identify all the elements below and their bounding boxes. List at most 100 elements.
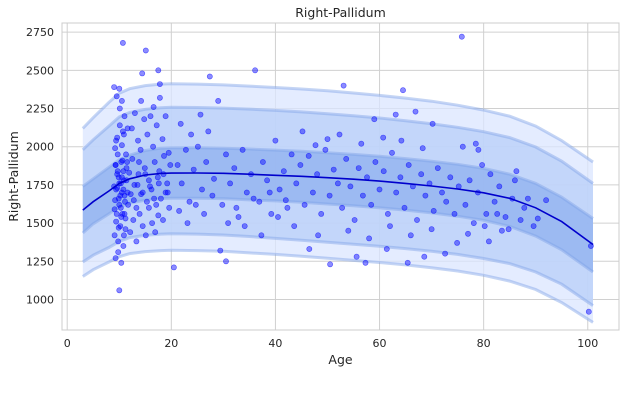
data-point xyxy=(131,110,138,116)
data-point xyxy=(131,181,138,188)
data-point xyxy=(194,143,201,150)
data-point xyxy=(412,108,419,115)
data-point xyxy=(145,204,152,211)
data-point xyxy=(314,171,320,178)
data-point xyxy=(161,152,167,159)
data-point xyxy=(465,230,471,237)
data-point xyxy=(192,201,199,208)
data-point xyxy=(122,226,129,233)
data-point xyxy=(513,168,520,175)
data-point xyxy=(154,174,161,181)
data-point xyxy=(122,215,129,222)
x-tick-label: 0 xyxy=(64,337,71,350)
data-point xyxy=(178,180,185,187)
x-tick-label: 40 xyxy=(268,337,282,350)
data-point xyxy=(120,243,127,249)
data-point xyxy=(359,192,366,199)
data-point xyxy=(151,159,158,165)
data-point xyxy=(491,198,498,205)
data-point xyxy=(113,186,119,193)
data-point xyxy=(498,227,505,234)
data-point xyxy=(355,165,362,171)
data-point xyxy=(487,171,494,178)
data-point xyxy=(141,165,148,171)
data-point xyxy=(318,210,325,217)
data-point xyxy=(233,204,240,211)
data-point xyxy=(268,210,275,217)
data-point xyxy=(418,171,425,178)
data-point xyxy=(301,201,308,208)
data-point xyxy=(138,191,144,197)
data-point xyxy=(148,186,155,193)
data-point xyxy=(322,146,329,153)
data-point xyxy=(397,174,404,181)
data-point xyxy=(443,198,450,205)
x-tick-label: 100 xyxy=(577,337,598,350)
data-point xyxy=(144,131,151,138)
data-point xyxy=(121,131,127,138)
data-point xyxy=(334,180,341,187)
centile-bands xyxy=(81,82,594,324)
data-point xyxy=(111,206,118,213)
data-point xyxy=(534,215,541,222)
data-point xyxy=(371,116,378,123)
data-point xyxy=(113,218,119,225)
data-point xyxy=(462,201,469,208)
data-point xyxy=(434,165,441,171)
data-point xyxy=(151,195,157,202)
data-point xyxy=(459,143,466,150)
data-point xyxy=(133,204,140,211)
data-point xyxy=(124,159,130,165)
data-point xyxy=(496,183,503,190)
data-point xyxy=(113,93,120,100)
data-point xyxy=(130,197,137,204)
data-point xyxy=(166,204,173,211)
data-point xyxy=(116,122,123,129)
data-point xyxy=(211,175,217,182)
data-point xyxy=(118,259,125,266)
data-point xyxy=(525,195,531,202)
data-point xyxy=(451,210,458,217)
band-inner xyxy=(82,147,594,272)
data-point xyxy=(252,67,258,74)
data-point xyxy=(141,116,148,123)
data-point xyxy=(258,232,265,239)
data-point xyxy=(259,159,266,165)
data-point xyxy=(116,105,123,112)
data-point xyxy=(225,220,231,226)
data-point xyxy=(134,181,141,188)
data-point xyxy=(227,180,233,187)
data-point xyxy=(299,128,306,135)
data-point xyxy=(147,183,153,190)
data-point xyxy=(380,168,387,175)
data-point xyxy=(429,120,436,127)
data-point xyxy=(428,226,435,233)
data-point xyxy=(223,258,229,265)
data-point xyxy=(276,186,283,193)
data-point xyxy=(256,198,263,205)
data-point xyxy=(162,113,169,120)
data-point xyxy=(521,204,528,211)
y-tick-label: 1000 xyxy=(26,293,54,306)
data-point xyxy=(111,84,117,90)
data-point xyxy=(127,191,134,197)
x-tick-label: 80 xyxy=(477,337,491,350)
data-point xyxy=(145,177,152,184)
data-point xyxy=(362,259,369,266)
x-axis-label: Age xyxy=(328,352,352,367)
data-point xyxy=(162,189,169,196)
data-point xyxy=(156,81,163,87)
data-point xyxy=(130,217,137,223)
data-point xyxy=(117,204,124,211)
data-point xyxy=(324,136,331,142)
data-point xyxy=(160,171,167,178)
data-point xyxy=(470,220,477,226)
data-point xyxy=(272,137,279,144)
data-point xyxy=(481,223,488,229)
data-point xyxy=(326,192,333,199)
data-point xyxy=(129,155,136,162)
centile-line-p1 xyxy=(81,248,594,324)
data-point xyxy=(147,113,154,120)
data-point xyxy=(288,151,295,158)
data-point xyxy=(119,210,126,217)
